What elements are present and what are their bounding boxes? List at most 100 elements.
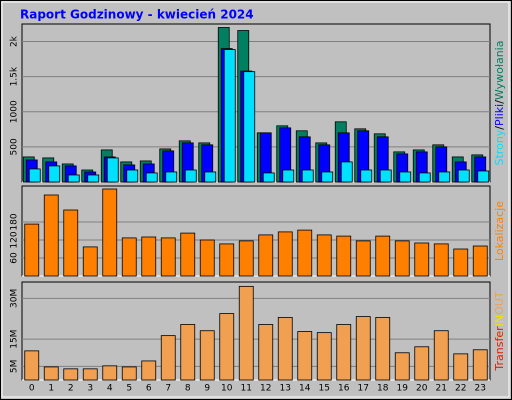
bar [258,324,274,381]
legend-entry: Wywołania [493,41,506,101]
bar [379,169,392,183]
bar [340,161,353,183]
bar [282,169,295,183]
bar [121,237,137,277]
bar [28,168,41,183]
bar [204,171,217,183]
bar [355,240,371,277]
bar [141,360,157,381]
bar [360,169,373,183]
y-tick-label: 180 [10,213,20,230]
x-tick-label: 15 [319,384,330,394]
bar [43,194,59,277]
bar [258,234,274,277]
bar [394,352,410,381]
x-tick-label: 19 [397,384,409,394]
legend-entry: Pliki [493,104,506,126]
plot-area [21,185,491,277]
bar [438,171,451,183]
bar [297,331,313,381]
bar [219,243,235,277]
bar [180,232,196,277]
x-tick-label: 1 [48,384,54,394]
bar [457,169,470,183]
bar [238,285,254,381]
bar [82,368,98,381]
x-tick-label: 4 [107,384,113,394]
x-tick-label: 9 [204,384,210,394]
bar [355,316,371,381]
bar [184,169,197,183]
bar [126,169,139,183]
bar [336,324,352,381]
x-tick-label: 2 [68,384,74,394]
y-tick-label: 1000 [10,100,20,123]
bar [87,174,100,183]
bar [399,171,412,183]
x-tick-label: 21 [436,384,447,394]
x-tick-label: 20 [416,384,428,394]
bar [145,172,158,183]
x-tick-label: 22 [455,384,466,394]
bar [336,235,352,277]
bar [82,246,98,277]
bar [141,236,157,277]
x-tick-label: 10 [221,384,233,394]
bar [238,240,254,277]
x-tick-label: 14 [299,384,311,394]
bar [414,346,430,381]
y-tick-label: 120 [10,231,20,248]
y-tick-label: 60 [10,252,20,264]
x-tick-label: 0 [29,384,35,394]
y-tick-label: 1.5k [10,66,20,86]
x-tick-label: 3 [87,384,93,394]
bar [477,170,490,183]
bar [24,223,40,277]
bar [316,332,332,381]
chart-title: Raport Godzinowy - kwiecień 2024 [20,8,254,22]
y-tick-label: 500 [10,138,20,155]
bar [48,165,61,183]
legend-entry: Lokalizacje [493,201,506,261]
bar [375,235,391,277]
bar [67,174,80,183]
bar [262,172,275,183]
x-tick-label: 17 [358,384,369,394]
bar [219,313,235,381]
bar [243,71,256,183]
bar [277,316,293,381]
x-tick-label: 12 [260,384,271,394]
bar [199,330,215,381]
bar [165,171,178,183]
y-tick-label: 30M [10,289,20,308]
bar [394,240,410,277]
bar [316,234,332,277]
bar [321,171,334,183]
bar [63,209,79,277]
bar [375,316,391,381]
bar [180,324,196,381]
bar [433,243,449,277]
bar [160,335,176,381]
bar [472,245,488,277]
x-tick-label: 11 [241,384,252,394]
bar [453,248,469,277]
x-tick-label: 18 [377,384,389,394]
bar [414,242,430,277]
bar [301,169,314,183]
legend: Lokalizacje [493,201,506,261]
x-tick-label: 7 [165,384,171,394]
bar [160,237,176,277]
bar [121,366,137,381]
bar [472,349,488,381]
bar [24,350,40,381]
x-tick-label: 13 [280,384,291,394]
bar [297,229,313,277]
x-tick-label: 5 [126,384,132,394]
bar [43,366,59,381]
x-tick-label: 8 [185,384,191,394]
bar [106,157,119,183]
bar [418,172,431,183]
